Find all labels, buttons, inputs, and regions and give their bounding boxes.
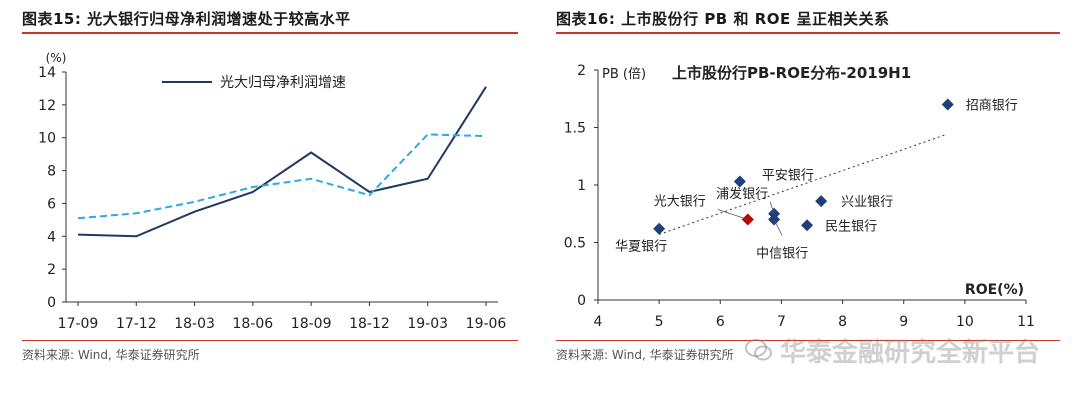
x-tick-label: 8 [838,314,847,330]
label-leader [717,209,748,220]
point-label: 兴业银行 [841,195,893,210]
y-axis-label: PB (倍) [602,67,646,82]
y-tick-label: 2 [577,63,586,79]
scatter-point [801,219,814,232]
scatter-inner-title: 上市股份行PB-ROE分布-2019H1 [672,64,911,82]
line-chart-series [77,86,487,238]
y-tick-label: 8 [47,164,56,180]
left-chart-title: 图表15: 光大银行归母净利润增速处于较高水平 [22,10,351,28]
x-tick-label: 18-06 [233,316,274,332]
y-tick-label: 10 [38,131,56,147]
point-label: 中信银行 [756,247,808,262]
x-tick-label: 19-06 [466,316,507,332]
x-tick-label: 6 [716,314,725,330]
y-tick-label: 1.5 [564,121,586,137]
point-label: 华夏银行 [615,240,667,255]
x-tick-label: 18-12 [349,316,390,332]
left-source: 资料来源: Wind, 华泰证券研究所 [22,348,200,362]
x-tick-label: 5 [655,314,664,330]
x-tick-label: 19-03 [407,316,448,332]
x-tick-label: 9 [899,314,908,330]
legend-label: 光大归母净利润增速 [220,74,346,91]
left-title-rule [22,32,518,34]
scatter-point [733,175,746,188]
right-title-rule [556,32,1060,34]
wechat-icon [745,339,772,361]
scatter-chart-axes: 0 0.5 1 1.5 2 4 5 6 7 8 9 10 11 PB (倍) 上市股份行PB-ROE分布-2… [564,63,1035,330]
x-tick-label: 18-09 [291,316,332,332]
line-chart-legend: 光大归母净利润增速 [162,74,346,91]
series-line-0 [77,86,487,238]
point-label: 平安银行 [762,169,814,184]
x-tick-label: 10 [956,314,974,330]
line-chart-axes: 0 2 4 6 8 10 12 14(%) 17-09 17-12 18-03 18-06 18-09 1… [38,51,506,332]
y-tick-label: 1 [577,178,586,194]
point-label: 光大银行 [654,195,706,210]
x-axis-label: ROE(%) [965,282,1024,298]
scatter-point [941,98,954,111]
series-line-1 [77,133,487,220]
y-unit-label: (%) [46,51,67,65]
y-tick-label: 0 [577,293,586,309]
y-tick-label: 12 [38,98,56,114]
point-label: 民生银行 [825,219,877,234]
x-tick-label: 4 [594,314,603,330]
left-bottom-rule [22,340,518,341]
x-tick-label: 18-03 [174,316,215,332]
right-source: 资料来源: Wind, 华泰证券研究所 [556,348,734,362]
y-tick-label: 0 [47,295,56,311]
y-tick-label: 14 [38,65,56,81]
label-leader [773,219,783,236]
x-tick-label: 17-12 [116,316,157,332]
y-tick-label: 6 [47,196,56,212]
label-leader [769,201,775,214]
point-label: 浦发银行 [716,186,768,202]
line-chart: 0 2 4 6 8 10 12 14(%) 17-09 17-12 18-03 18-06 18-09 1… [38,51,506,332]
watermark-text: 华泰金融研究全新平台 [780,338,1041,368]
right-chart-title: 图表16: 上市股份行 PB 和 ROE 呈正相关关系 [556,10,890,28]
y-tick-label: 4 [47,229,56,245]
x-tick-label: 7 [777,314,786,330]
x-tick-label: 11 [1017,314,1035,330]
x-tick-label: 17-09 [58,316,99,332]
scatter-chart: 0 0.5 1 1.5 2 4 5 6 7 8 9 10 11 PB (倍) 上市股份行PB-ROE分布-2… [564,63,1035,330]
scatter-point [653,222,666,235]
scatter-point [815,195,828,208]
right-bottom-rule [556,340,1060,341]
point-label: 招商银行 [966,99,1018,114]
trendline [658,133,947,235]
y-tick-label: 2 [47,262,56,278]
y-tick-label: 0.5 [564,236,586,252]
